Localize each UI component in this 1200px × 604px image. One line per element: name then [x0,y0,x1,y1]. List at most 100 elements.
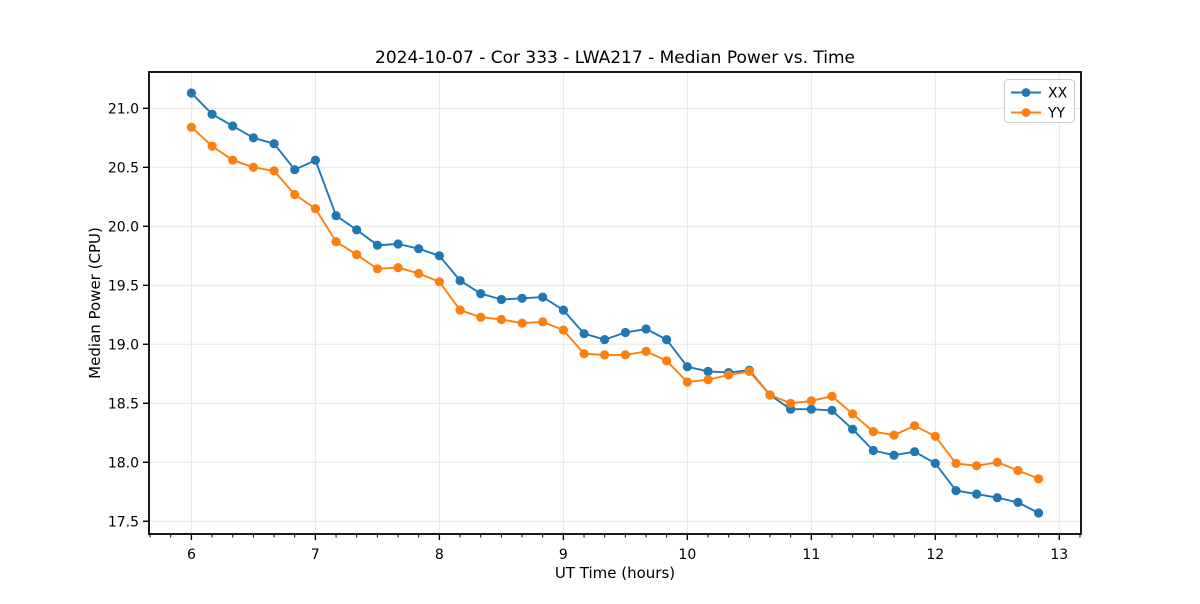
data-point-marker-yy [889,430,899,440]
data-point-marker-xx [641,324,651,334]
data-point-marker-yy [393,263,403,273]
data-point-marker-yy [662,356,672,366]
data-point-marker-yy [972,461,982,471]
legend-entry-xx: XX [1011,86,1068,102]
data-point-marker-yy [352,250,362,260]
data-point-marker-xx [682,362,692,372]
data-point-marker-yy [207,141,217,151]
data-point-marker-xx [620,327,631,338]
data-point-marker-xx [455,276,465,286]
legend-marker-xx-icon [1021,88,1031,97]
chart-title: 2024-10-07 - Cor 333 - LWA217 - Median P… [375,48,855,68]
data-point-marker-yy [868,427,878,437]
data-point-marker-yy [910,421,920,431]
data-point-marker-yy [538,317,548,327]
data-point-marker-xx [703,366,713,376]
legend: XX YY [1004,79,1075,123]
data-point-marker-yy [414,268,424,279]
data-point-marker-yy [765,390,775,400]
data-point-marker-xx [290,165,300,175]
data-point-marker-xx [868,445,878,456]
data-point-marker-yy [310,204,320,214]
data-point-marker-xx [393,239,403,249]
data-point-marker-xx [496,294,506,305]
data-point-marker-xx [662,335,672,345]
data-point-marker-xx [228,121,238,131]
data-point-marker-xx [579,329,589,339]
data-point-marker-xx [972,489,982,499]
data-point-marker-xx [951,486,961,496]
data-point-marker-xx [186,88,196,98]
legend-entry-yy: YY [1011,106,1066,122]
data-point-marker-yy [476,312,486,322]
data-point-marker-xx [992,493,1002,503]
data-point-marker-yy [558,325,569,335]
y-tick-label: 18.0 [108,455,139,471]
legend-marker-yy-icon [1021,108,1031,117]
x-tick-label: 12 [926,547,944,563]
x-tick-label: 11 [802,547,820,563]
data-point-marker-xx [558,305,569,315]
data-point-marker-xx [434,251,444,261]
y-tick-label: 18.5 [108,396,139,412]
data-point-marker-xx [538,292,548,302]
axis-ticks: 6 7 8 9 10 11 12 13 17.5 18.0 18.5 19.0 19.5 20.0 20.5… [108,101,1081,563]
data-point-marker-xx [1034,508,1044,518]
data-point-marker-xx [930,458,940,468]
data-point-marker-xx [848,424,858,434]
data-point-marker-yy [951,458,961,468]
data-point-marker-yy [641,346,651,356]
x-tick-label: 6 [187,547,196,563]
legend-label-xx: XX [1048,86,1068,102]
data-point-marker-xx [910,447,920,457]
series-layer [186,88,1044,518]
y-tick-label: 19.0 [108,337,139,353]
data-point-marker-yy [331,237,341,247]
data-point-marker-yy [724,370,734,380]
data-point-marker-yy [517,318,527,328]
data-point-marker-xx [331,211,341,221]
data-point-marker-yy [290,189,300,200]
x-tick-label: 13 [1050,547,1068,563]
y-tick-label: 20.5 [108,160,139,176]
y-axis-label: Median Power (CPU) [86,227,104,379]
legend-label-yy: YY [1047,106,1066,122]
x-axis-label: UT Time (hours) [555,564,675,582]
data-point-marker-yy [620,350,631,360]
data-point-marker-yy [930,431,940,441]
plot-border [148,71,1082,535]
data-point-marker-yy [455,305,465,315]
data-point-marker-xx [806,404,816,414]
data-point-marker-yy [682,377,692,387]
y-tick-label: 17.5 [108,514,139,530]
data-point-marker-yy [579,349,589,359]
data-point-marker-xx [248,133,258,143]
data-point-marker-xx [600,335,610,345]
grid-lines [149,72,1081,534]
data-point-marker-yy [806,396,816,406]
data-point-marker-yy [703,375,713,385]
data-point-marker-yy [848,409,858,419]
data-point-marker-xx [476,289,486,299]
data-point-marker-yy [434,277,444,287]
y-tick-label: 20.0 [108,219,139,235]
data-point-marker-yy [827,391,837,401]
data-point-marker-xx [1013,497,1023,507]
x-tick-label: 7 [311,547,320,563]
data-point-marker-yy [228,155,238,165]
data-point-marker-xx [352,225,362,235]
data-point-marker-xx [414,244,424,254]
x-tick-label: 9 [559,547,568,563]
data-point-marker-xx [517,293,527,303]
data-point-marker-xx [269,139,279,149]
y-tick-label: 21.0 [108,101,139,117]
data-point-marker-yy [600,350,610,360]
y-tick-label: 19.5 [108,278,139,294]
x-tick-label: 10 [678,547,696,563]
data-point-marker-yy [269,166,279,176]
data-point-marker-yy [186,122,196,132]
data-point-marker-xx [889,450,899,460]
data-point-marker-yy [1034,474,1044,484]
data-point-marker-yy [992,457,1002,467]
